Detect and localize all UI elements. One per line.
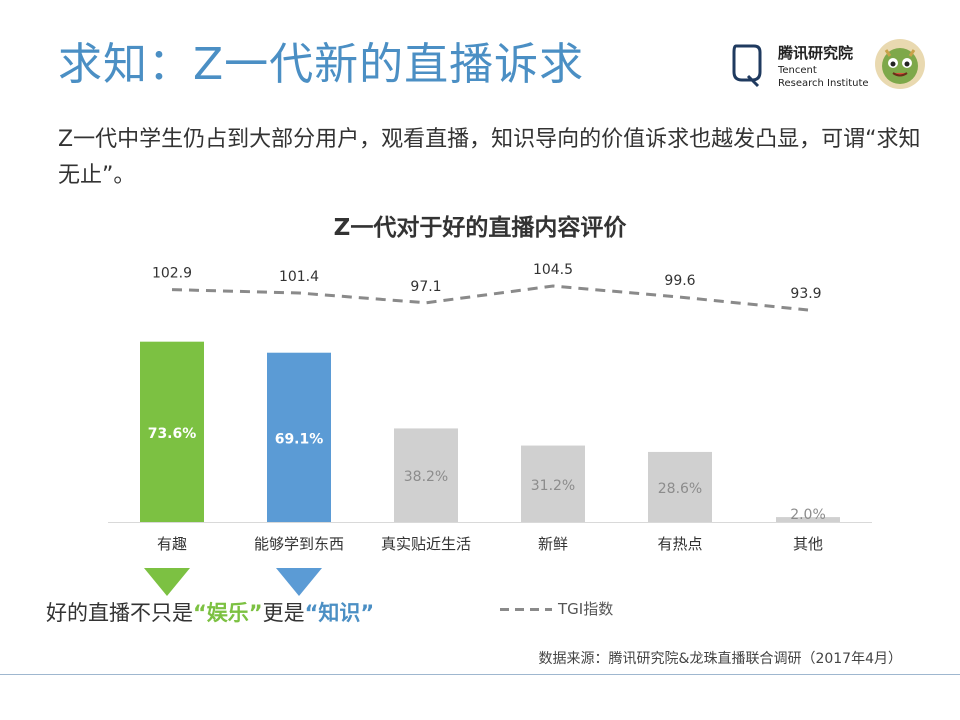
chart-legend: TGI指数 [500, 598, 660, 620]
bar-label-3: 31.2% [531, 478, 575, 494]
category-label-5: 其他 [793, 535, 823, 553]
bar-label-5: 2.0% [790, 507, 826, 523]
tgi-label-3: 104.5 [533, 262, 573, 278]
legend-dash-line-icon [500, 608, 552, 611]
bar-label-4: 28.6% [658, 481, 702, 497]
bar-line-chart: 73.6% 有趣 69.1% 能够学到东西 38.2% 真实贴近生活 31.2% 新鲜 28.6… [108, 262, 872, 553]
footer-divider [0, 674, 960, 675]
tgi-label-0: 102.9 [152, 266, 192, 282]
conclusion-prefix: 好的直播不只是 [46, 601, 193, 625]
conclusion-middle: 更是 [262, 601, 305, 625]
intro-text: Z一代中学生仍占到大部分用户，观看直播，知识导向的价值诉求也越发凸显，可谓“求知… [58, 127, 921, 188]
category-label-4: 有热点 [657, 535, 702, 553]
bar-2 [394, 428, 458, 522]
legend-label: TGI指数 [558, 600, 614, 618]
bar-label-2: 38.2% [404, 469, 448, 485]
bar-0 [140, 341, 204, 522]
conclusion-entertainment: “娱乐” [193, 601, 263, 625]
tgi-label-1: 101.4 [279, 269, 319, 285]
bar-3 [521, 445, 585, 522]
tgi-line [171, 284, 809, 312]
chart-title: Z一代对于好的直播内容评价 [333, 215, 627, 241]
tencent-q-logo-icon [732, 44, 762, 88]
logo-name-en-line2: Research Institute [778, 78, 869, 89]
tgi-label-2: 97.1 [410, 279, 441, 295]
bar-label-1: 69.1% [275, 431, 324, 447]
logo-name-en: Tencent Research Institute [778, 64, 869, 90]
green-down-arrow-icon [144, 568, 190, 596]
logo-name-cn: 腾讯研究院 [778, 44, 854, 62]
bar-4 [648, 451, 712, 522]
dragon-mascot-icon [875, 39, 925, 89]
conclusion-knowledge: “知识” [304, 601, 375, 625]
logo-name-en-line1: Tencent [778, 65, 817, 76]
tgi-label-4: 99.6 [664, 273, 695, 289]
conclusion-text: 好的直播不只是“娱乐”更是“知识” [46, 597, 374, 627]
category-label-3: 新鲜 [538, 535, 568, 553]
tencent-logo: 腾讯研究院 Tencent Research Institute [730, 38, 930, 98]
category-label-2: 真实贴近生活 [381, 535, 471, 553]
data-source: 数据来源：腾讯研究院&龙珠直播联合调研（2017年4月） [538, 651, 902, 667]
blue-down-arrow-icon [276, 568, 322, 596]
bar-1 [267, 352, 331, 522]
category-label-1: 能够学到东西 [254, 535, 344, 553]
tgi-label-5: 93.9 [790, 286, 821, 302]
page-title: 求知：Z一代新的直播诉求 [58, 39, 585, 90]
category-label-0: 有趣 [157, 535, 187, 553]
bar-label-0: 73.6% [148, 426, 197, 442]
bar-5 [776, 517, 840, 522]
